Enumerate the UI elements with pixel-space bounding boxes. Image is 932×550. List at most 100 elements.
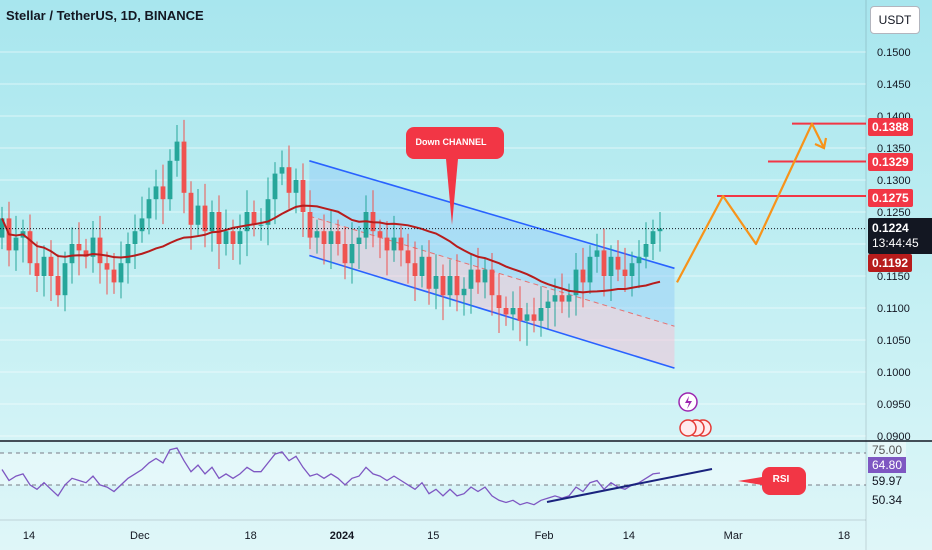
candle-body [573,269,579,296]
candle-body [566,295,572,302]
price-tick-label: 0.0950 [877,399,911,411]
candle-body [587,256,593,283]
rsi-label: RSI [772,474,790,485]
candle-body [230,231,236,244]
candle-body [636,256,642,264]
time-tick-label: 18 [245,530,257,542]
candle-body [384,237,390,251]
time-tick-label: 18 [838,530,850,542]
candle-body [223,231,229,244]
candle-body [265,199,271,225]
price-tick-label: 0.1000 [877,367,911,379]
price-tick-label: 0.1500 [877,47,911,59]
rsi-band [0,453,866,485]
price-tick-label: 0.1350 [877,143,911,155]
target-label-1275: 0.1275 [868,189,913,207]
time-tick-label: 15 [427,530,439,542]
candle-body [146,199,152,219]
candle-body [41,256,47,276]
candle-body [412,263,418,276]
candle-body [629,263,635,276]
candle-body [118,263,124,283]
candle-body [167,160,173,200]
candle-body [657,228,663,232]
candle-body [0,218,5,238]
target-label-1388: 0.1388 [868,118,913,136]
time-tick-label: Dec [130,530,150,542]
price-tick-label: 0.1450 [877,79,911,91]
candle-body [104,263,110,270]
candle-body [475,269,481,283]
candle-body [342,244,348,264]
candle-body [335,231,341,244]
candle-body [307,212,313,238]
candle-body [76,244,82,251]
candle-body [195,205,201,225]
candle-body [13,237,19,251]
chart-title: Stellar / TetherUS, 1D, BINANCE [6,8,204,23]
candle-body [391,237,397,251]
candle-body [643,244,649,257]
time-tick-label: 2024 [330,530,355,542]
candle-body [251,212,257,225]
candle-body [601,250,607,276]
candle-body [377,231,383,238]
last-price-value: 0.1224 [872,221,909,235]
rsi-level-5997: 59.97 [872,474,903,488]
candle-body [153,186,159,200]
rsi-level-75: 75.00 [868,442,907,458]
candle-body [160,186,166,200]
candle-body [398,237,404,251]
moving-average-line [1,204,661,294]
down-channel-label: Down CHANNEL [415,137,487,147]
candle-body [48,256,54,276]
rsi-level-5034: 50.34 [872,493,903,507]
candle-body [545,301,551,308]
candle-body [321,231,327,244]
lightning-glyph-icon [685,396,692,409]
candle-body [559,295,565,302]
candle-body [258,224,264,226]
candle-body [202,205,208,232]
candle-body [237,231,243,244]
candle-body [286,167,292,193]
candle-body [62,263,68,296]
candle-body [510,308,516,315]
candle-body [517,308,523,321]
us-flag-event-icon [679,419,697,437]
rsi-value-label: 64.80 [868,457,907,473]
candle-body [363,212,369,238]
candle-body [314,231,320,238]
last-price-box: 0.1224 13:44:45 [868,218,932,254]
candle-body [174,141,180,161]
candle-body [538,308,544,321]
rsi-trendline [546,468,713,503]
target-label-1329: 0.1329 [868,153,913,171]
candle-body [27,231,33,264]
countdown-timer: 13:44:45 [872,236,919,250]
candle-body [69,244,75,264]
candle-body [132,231,138,244]
candle-body [594,250,600,257]
candle-body [125,244,131,264]
candle-body [622,269,628,276]
candle-body [482,269,488,283]
candle-body [615,256,621,270]
candle-body [244,212,250,232]
candle-body [489,269,495,296]
candle-body [55,276,61,296]
candle-body [90,237,96,257]
currency-selector[interactable]: USDT [870,6,920,34]
candle-body [468,269,474,289]
candle-body [349,244,355,264]
time-tick-label: Feb [535,530,554,542]
candle-body [300,180,306,212]
candle-body [608,256,614,276]
price-tick-label: 0.0900 [877,431,911,443]
price-tick-label: 0.1100 [877,303,910,315]
candle-body [524,314,530,321]
candle-body [209,212,215,232]
candle-body [433,276,439,289]
